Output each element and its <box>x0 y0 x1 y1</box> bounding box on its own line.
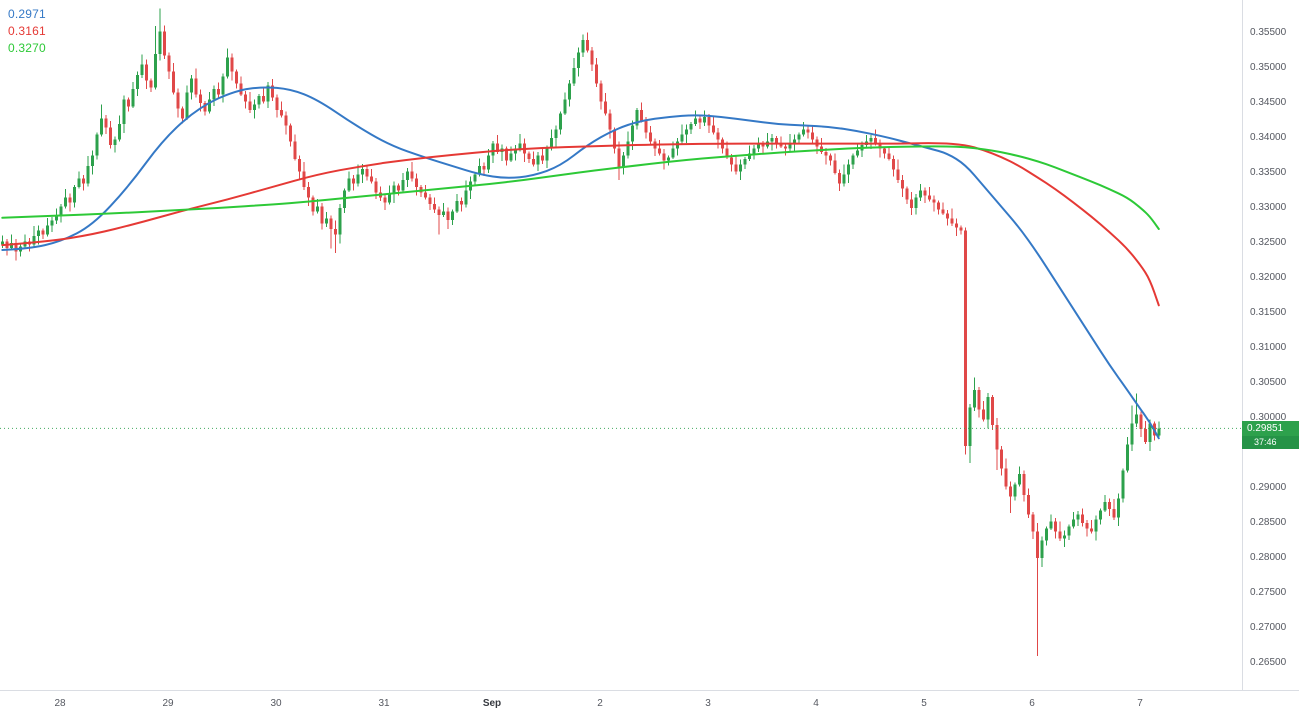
price-axis-label: 0.35500 <box>1250 27 1286 39</box>
price-axis-label: 0.28000 <box>1250 552 1286 564</box>
price-axis-label: 0.34500 <box>1250 97 1286 109</box>
price-axis-label: 0.31500 <box>1250 307 1286 319</box>
price-axis-label: 0.27500 <box>1250 587 1286 599</box>
price-axis-label: 0.35000 <box>1250 62 1286 74</box>
time-axis-label: 7 <box>1137 698 1143 709</box>
price-axis[interactable]: 0.35500 0.35000 0.34500 0.34000 0.33500 0.330… <box>1242 0 1299 690</box>
price-axis-label: 0.28500 <box>1250 517 1286 529</box>
time-axis-label: 5 <box>921 698 927 709</box>
ma-mid-value[interactable]: 0.3161 <box>8 23 46 40</box>
ma-fast-value[interactable]: 0.2971 <box>8 6 46 23</box>
time-axis-label: 30 <box>270 698 281 709</box>
ma-mid-line <box>2 143 1159 305</box>
time-axis-label: 2 <box>597 698 603 709</box>
price-axis-label: 0.27000 <box>1250 622 1286 634</box>
time-axis-label: 6 <box>1029 698 1035 709</box>
price-axis-label: 0.31000 <box>1250 342 1286 354</box>
time-axis-label: 31 <box>378 698 389 709</box>
price-axis-label: 0.34000 <box>1250 132 1286 144</box>
time-axis-label: 4 <box>813 698 819 709</box>
time-axis-label: 29 <box>162 698 173 709</box>
chart-panel: 0.2971 0.3161 0.3270 0.35500 0.35000 0.345… <box>0 0 1299 725</box>
candles-layer <box>1 9 1161 657</box>
price-axis-label: 0.33500 <box>1250 167 1286 179</box>
price-axis-label: 0.30500 <box>1250 377 1286 389</box>
time-axis-label: Sep <box>483 698 501 709</box>
candlestick-chart[interactable] <box>0 0 1242 690</box>
time-axis-label: 3 <box>705 698 711 709</box>
ma-fast-line <box>2 88 1159 439</box>
current-price-label: 0.29851 <box>1242 421 1299 436</box>
price-axis-label: 0.29000 <box>1250 482 1286 494</box>
ma-slow-value[interactable]: 0.3270 <box>8 40 46 57</box>
price-axis-label: 0.32000 <box>1250 272 1286 284</box>
time-axis[interactable]: 28 29 30 31 Sep 2 3 4 5 6 7 <box>0 690 1299 725</box>
time-axis-label: 28 <box>54 698 65 709</box>
countdown-timer: 37:46 <box>1242 436 1299 449</box>
price-axis-label: 0.26500 <box>1250 657 1286 669</box>
price-axis-label: 0.32500 <box>1250 237 1286 249</box>
indicator-legend: 0.2971 0.3161 0.3270 <box>8 6 46 57</box>
price-axis-label: 0.33000 <box>1250 202 1286 214</box>
